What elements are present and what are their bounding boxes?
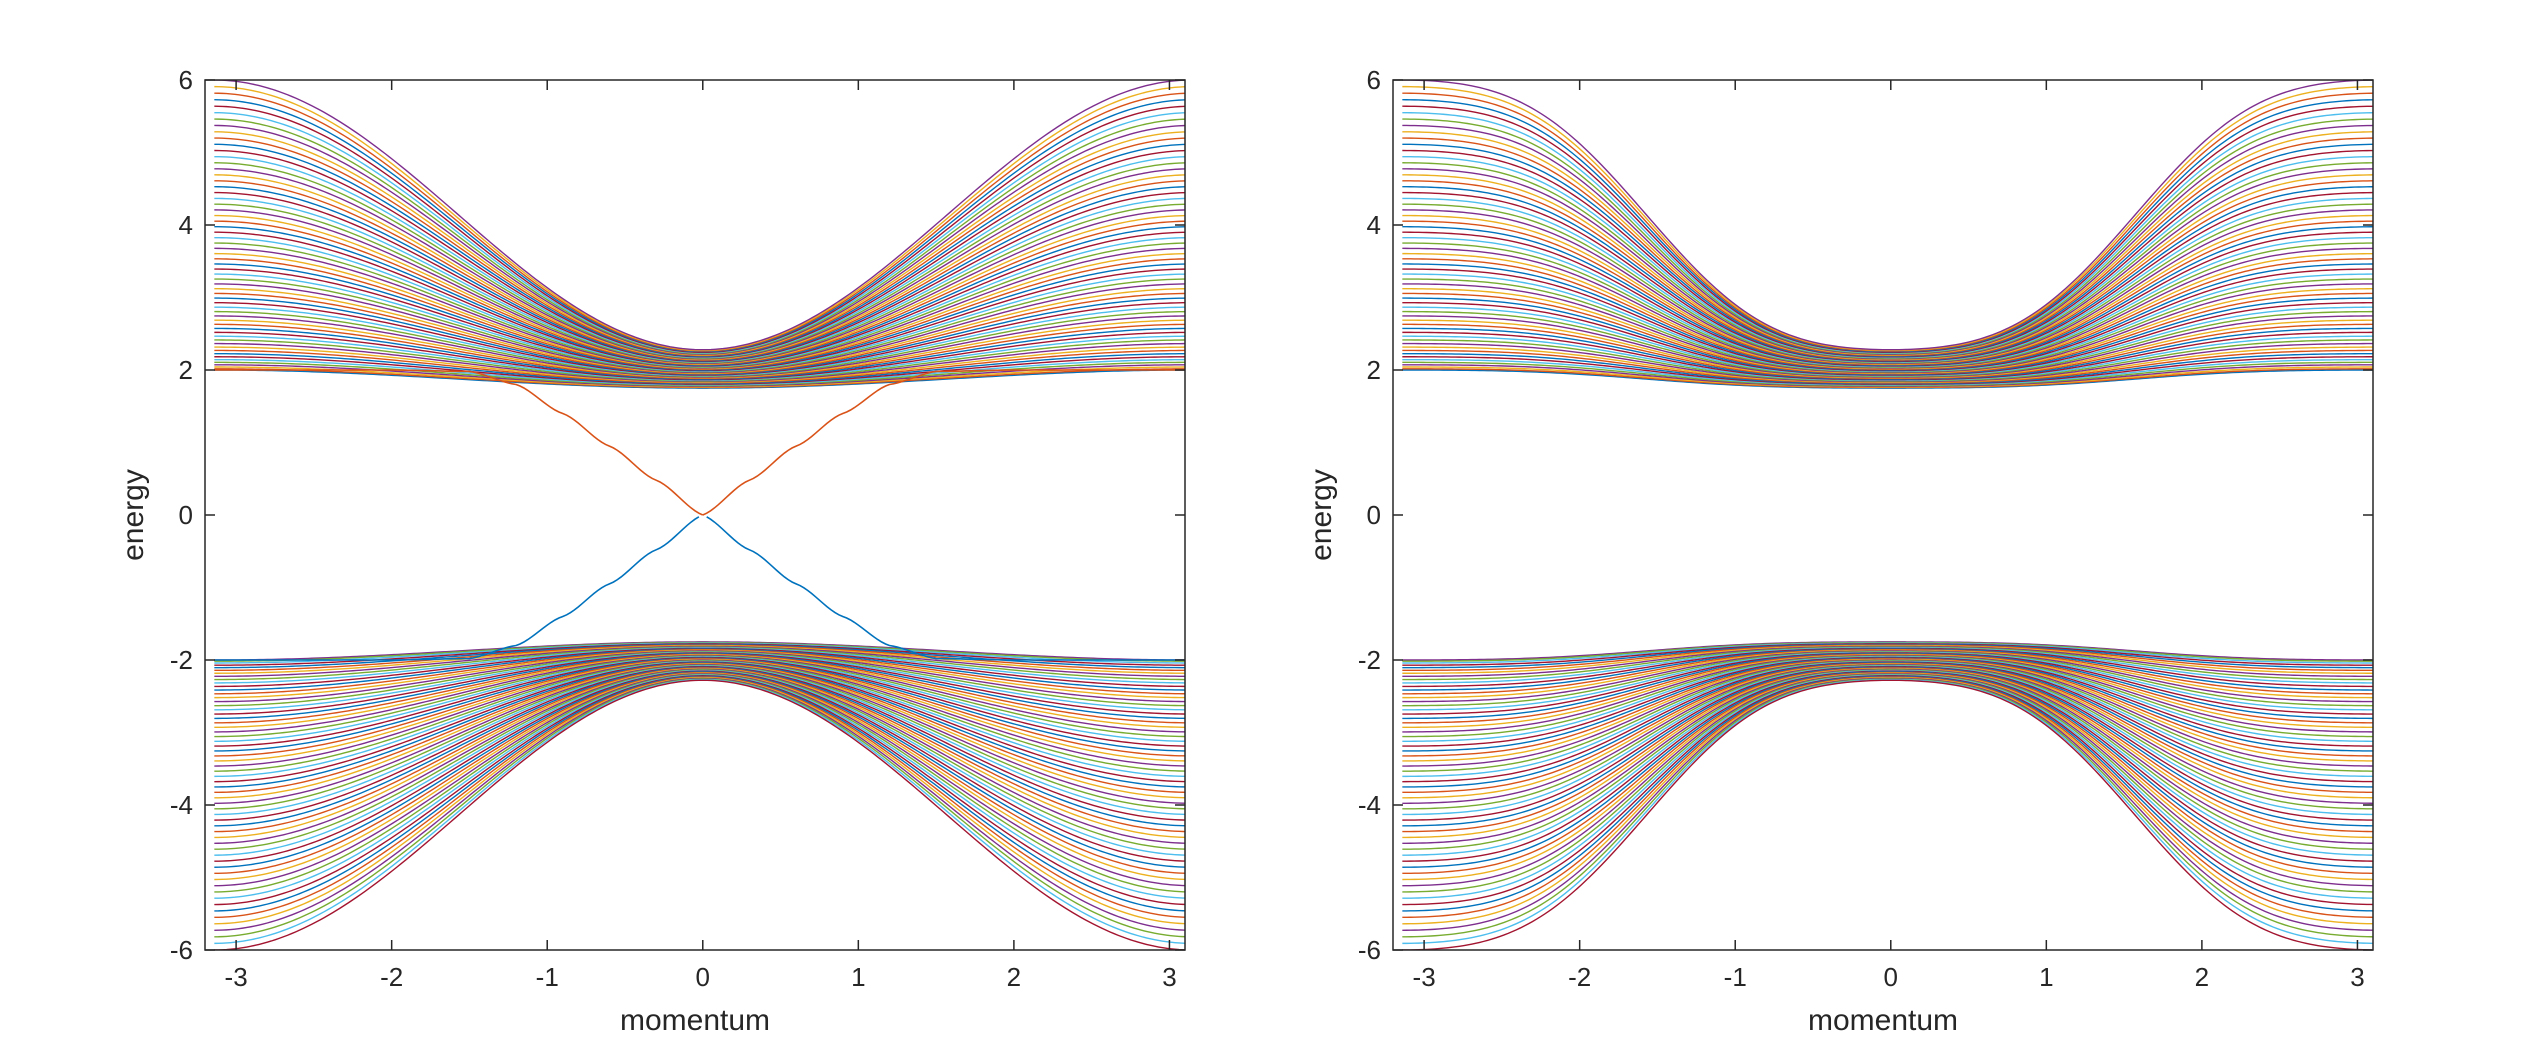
x-tick-label: 0 (696, 962, 710, 992)
upper-bulk-band-curve (1402, 124, 2373, 355)
right-x-axis-label: momentum (1808, 1004, 1958, 1037)
lower-bulk-band-curve (214, 664, 1185, 810)
lower-bulk-band-curve (214, 676, 1185, 925)
x-tick-label: 1 (2039, 962, 2053, 992)
lower-bulk-band-curve (1402, 672, 2373, 881)
y-tick-label: -6 (1358, 935, 1381, 965)
x-tick-label: -3 (1413, 962, 1436, 992)
upper-bulk-band-curve (214, 226, 1185, 367)
lower-bulk-band-curve (214, 679, 1185, 950)
upper-bulk-band-curve (1402, 209, 2373, 365)
lower-bulk-band-curve (1402, 670, 2373, 862)
lower-bulk-band-curve (1402, 675, 2373, 906)
x-tick-label: -1 (1724, 962, 1747, 992)
y-tick-label: -4 (1358, 790, 1381, 820)
right-band-curves (1402, 80, 2373, 950)
edge-state-curve-lower (214, 516, 700, 661)
lower-bulk-band-curve (1402, 679, 2373, 950)
upper-bulk-band-curve (1402, 99, 2373, 353)
upper-bulk-band-curve (214, 149, 1185, 358)
upper-bulk-band-curve (1402, 214, 2373, 365)
lower-bulk-band-curve (1402, 665, 2373, 816)
y-tick-label: -2 (170, 645, 193, 675)
lower-bulk-band-curve (214, 675, 1185, 906)
lower-bulk-band-curve (1402, 671, 2373, 875)
y-tick-label: -4 (170, 790, 193, 820)
upper-bulk-band-curve (1402, 236, 2373, 368)
right-y-axis-label: energy (1305, 469, 1338, 561)
lower-bulk-band-curve (1402, 678, 2373, 945)
edge-state-curve-upper (702, 369, 1185, 516)
lower-bulk-band-curve (214, 671, 1185, 875)
upper-bulk-band-curve (214, 155, 1185, 359)
left-band-plot: -3 -2 -1 0 1 2 3 -6 -4 -2 0 2 4 6 momentum energy (117, 65, 1186, 1037)
lower-bulk-band-curve (1402, 662, 2373, 794)
x-tick-label: -3 (225, 962, 248, 992)
upper-bulk-band-curve (1402, 149, 2373, 358)
lower-bulk-band-curve (214, 663, 1185, 804)
left-plot-frame (204, 79, 1186, 951)
y-tick-label: -2 (1358, 645, 1381, 675)
x-tick-label: 1 (851, 962, 865, 992)
upper-bulk-band-curve (1402, 80, 2373, 351)
lower-bulk-band-curve (1402, 677, 2373, 931)
lower-bulk-band-curve (1402, 668, 2373, 844)
upper-bulk-band-curve (1402, 197, 2373, 363)
x-tick-label: 3 (2350, 962, 2364, 992)
left-y-axis-label: energy (117, 469, 150, 561)
edge-state-curve-upper (214, 369, 704, 516)
lower-bulk-band-curve (1402, 676, 2373, 925)
x-tick-label: 3 (1162, 962, 1176, 992)
left-x-axis-label: momentum (620, 1004, 770, 1037)
y-tick-label: 6 (1367, 65, 1381, 95)
lower-bulk-band-curve (1402, 667, 2373, 833)
x-tick-label: -1 (536, 962, 559, 992)
upper-bulk-band-curve (214, 124, 1185, 355)
upper-bulk-band-curve (1402, 168, 2373, 360)
y-tick-label: 2 (1367, 355, 1381, 385)
lower-bulk-band-curve (1402, 665, 2373, 821)
upper-bulk-band-curve (1402, 85, 2373, 352)
edge-state-curve-lower (706, 516, 1185, 661)
y-tick-label: 4 (1367, 210, 1381, 240)
upper-bulk-band-curve (1402, 186, 2373, 362)
y-tick-label: 0 (1367, 500, 1381, 530)
x-tick-label: 0 (1884, 962, 1898, 992)
upper-bulk-band-curve (1402, 105, 2373, 354)
upper-bulk-band-curve (1402, 155, 2373, 359)
y-tick-label: 2 (179, 355, 193, 385)
left-band-curves (214, 80, 1185, 950)
upper-bulk-band-curve (214, 220, 1185, 366)
x-tick-label: -2 (1568, 962, 1591, 992)
upper-bulk-band-curve (214, 80, 1185, 351)
right-band-plot: -3 -2 -1 0 1 2 3 -6 -4 -2 0 2 4 6 momentum energy (1305, 65, 2374, 1037)
x-tick-label: 2 (1007, 962, 1021, 992)
y-tick-label: -6 (170, 935, 193, 965)
y-tick-label: 0 (179, 500, 193, 530)
x-tick-label: 2 (2195, 962, 2209, 992)
x-tick-label: -2 (380, 962, 403, 992)
upper-bulk-band-curve (214, 105, 1185, 354)
y-tick-label: 6 (179, 65, 193, 95)
right-axis-ticks: -3 -2 -1 0 1 2 3 -6 -4 -2 0 2 4 6 (1358, 65, 2373, 992)
left-axis-ticks: -3 -2 -1 0 1 2 3 -6 -4 -2 0 2 4 6 (170, 65, 1185, 992)
lower-bulk-band-curve (214, 672, 1185, 881)
y-tick-label: 4 (179, 210, 193, 240)
